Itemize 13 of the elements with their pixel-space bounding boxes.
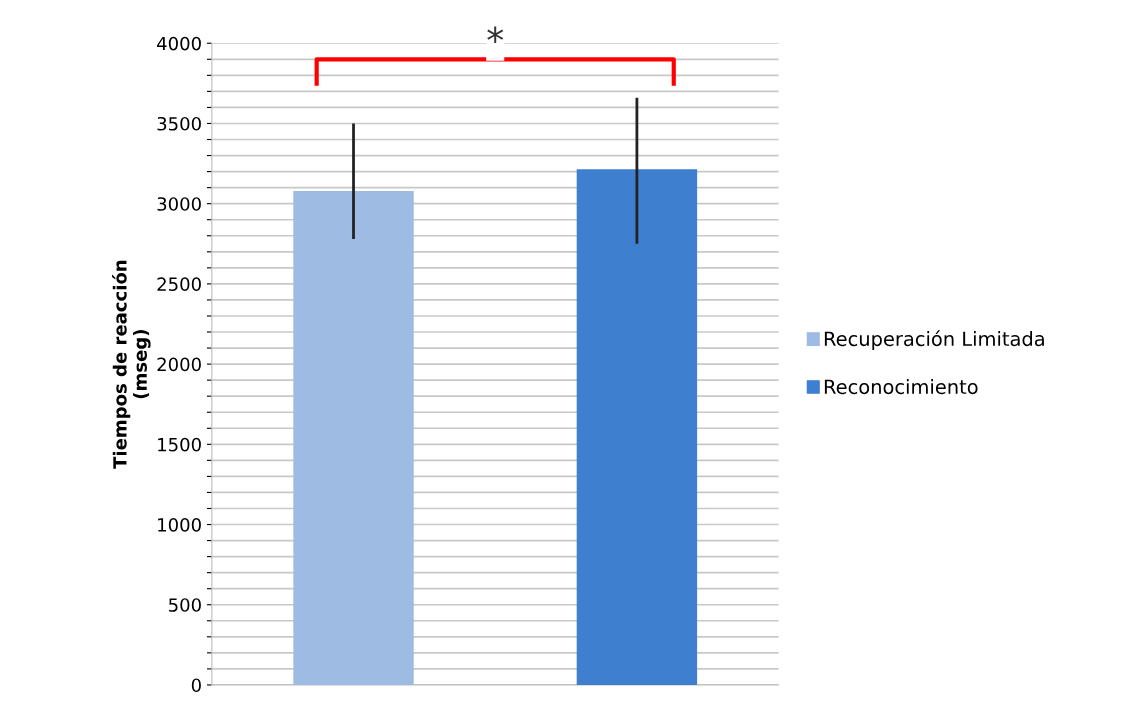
y-tick-label: 4000 [157,36,201,51]
y-tick-label: 500 [169,598,201,612]
y-tick-label: 1000 [158,517,201,532]
y-tick-label: 1500 [158,437,201,452]
y-tick-label: 2000 [157,357,201,372]
text: * [487,26,504,43]
y-tick-label: 3000 [157,197,201,211]
legend-label: Recuperación Limitada [824,330,1044,350]
y-tick-label: 3500 [157,116,201,131]
y-axis-title: Tiempos de reacción (mseg) [112,260,151,469]
y-tick-label: 0 [191,678,201,693]
legend-label: Reconocimiento [824,379,978,395]
y-tick-label: 2500 [157,277,201,292]
